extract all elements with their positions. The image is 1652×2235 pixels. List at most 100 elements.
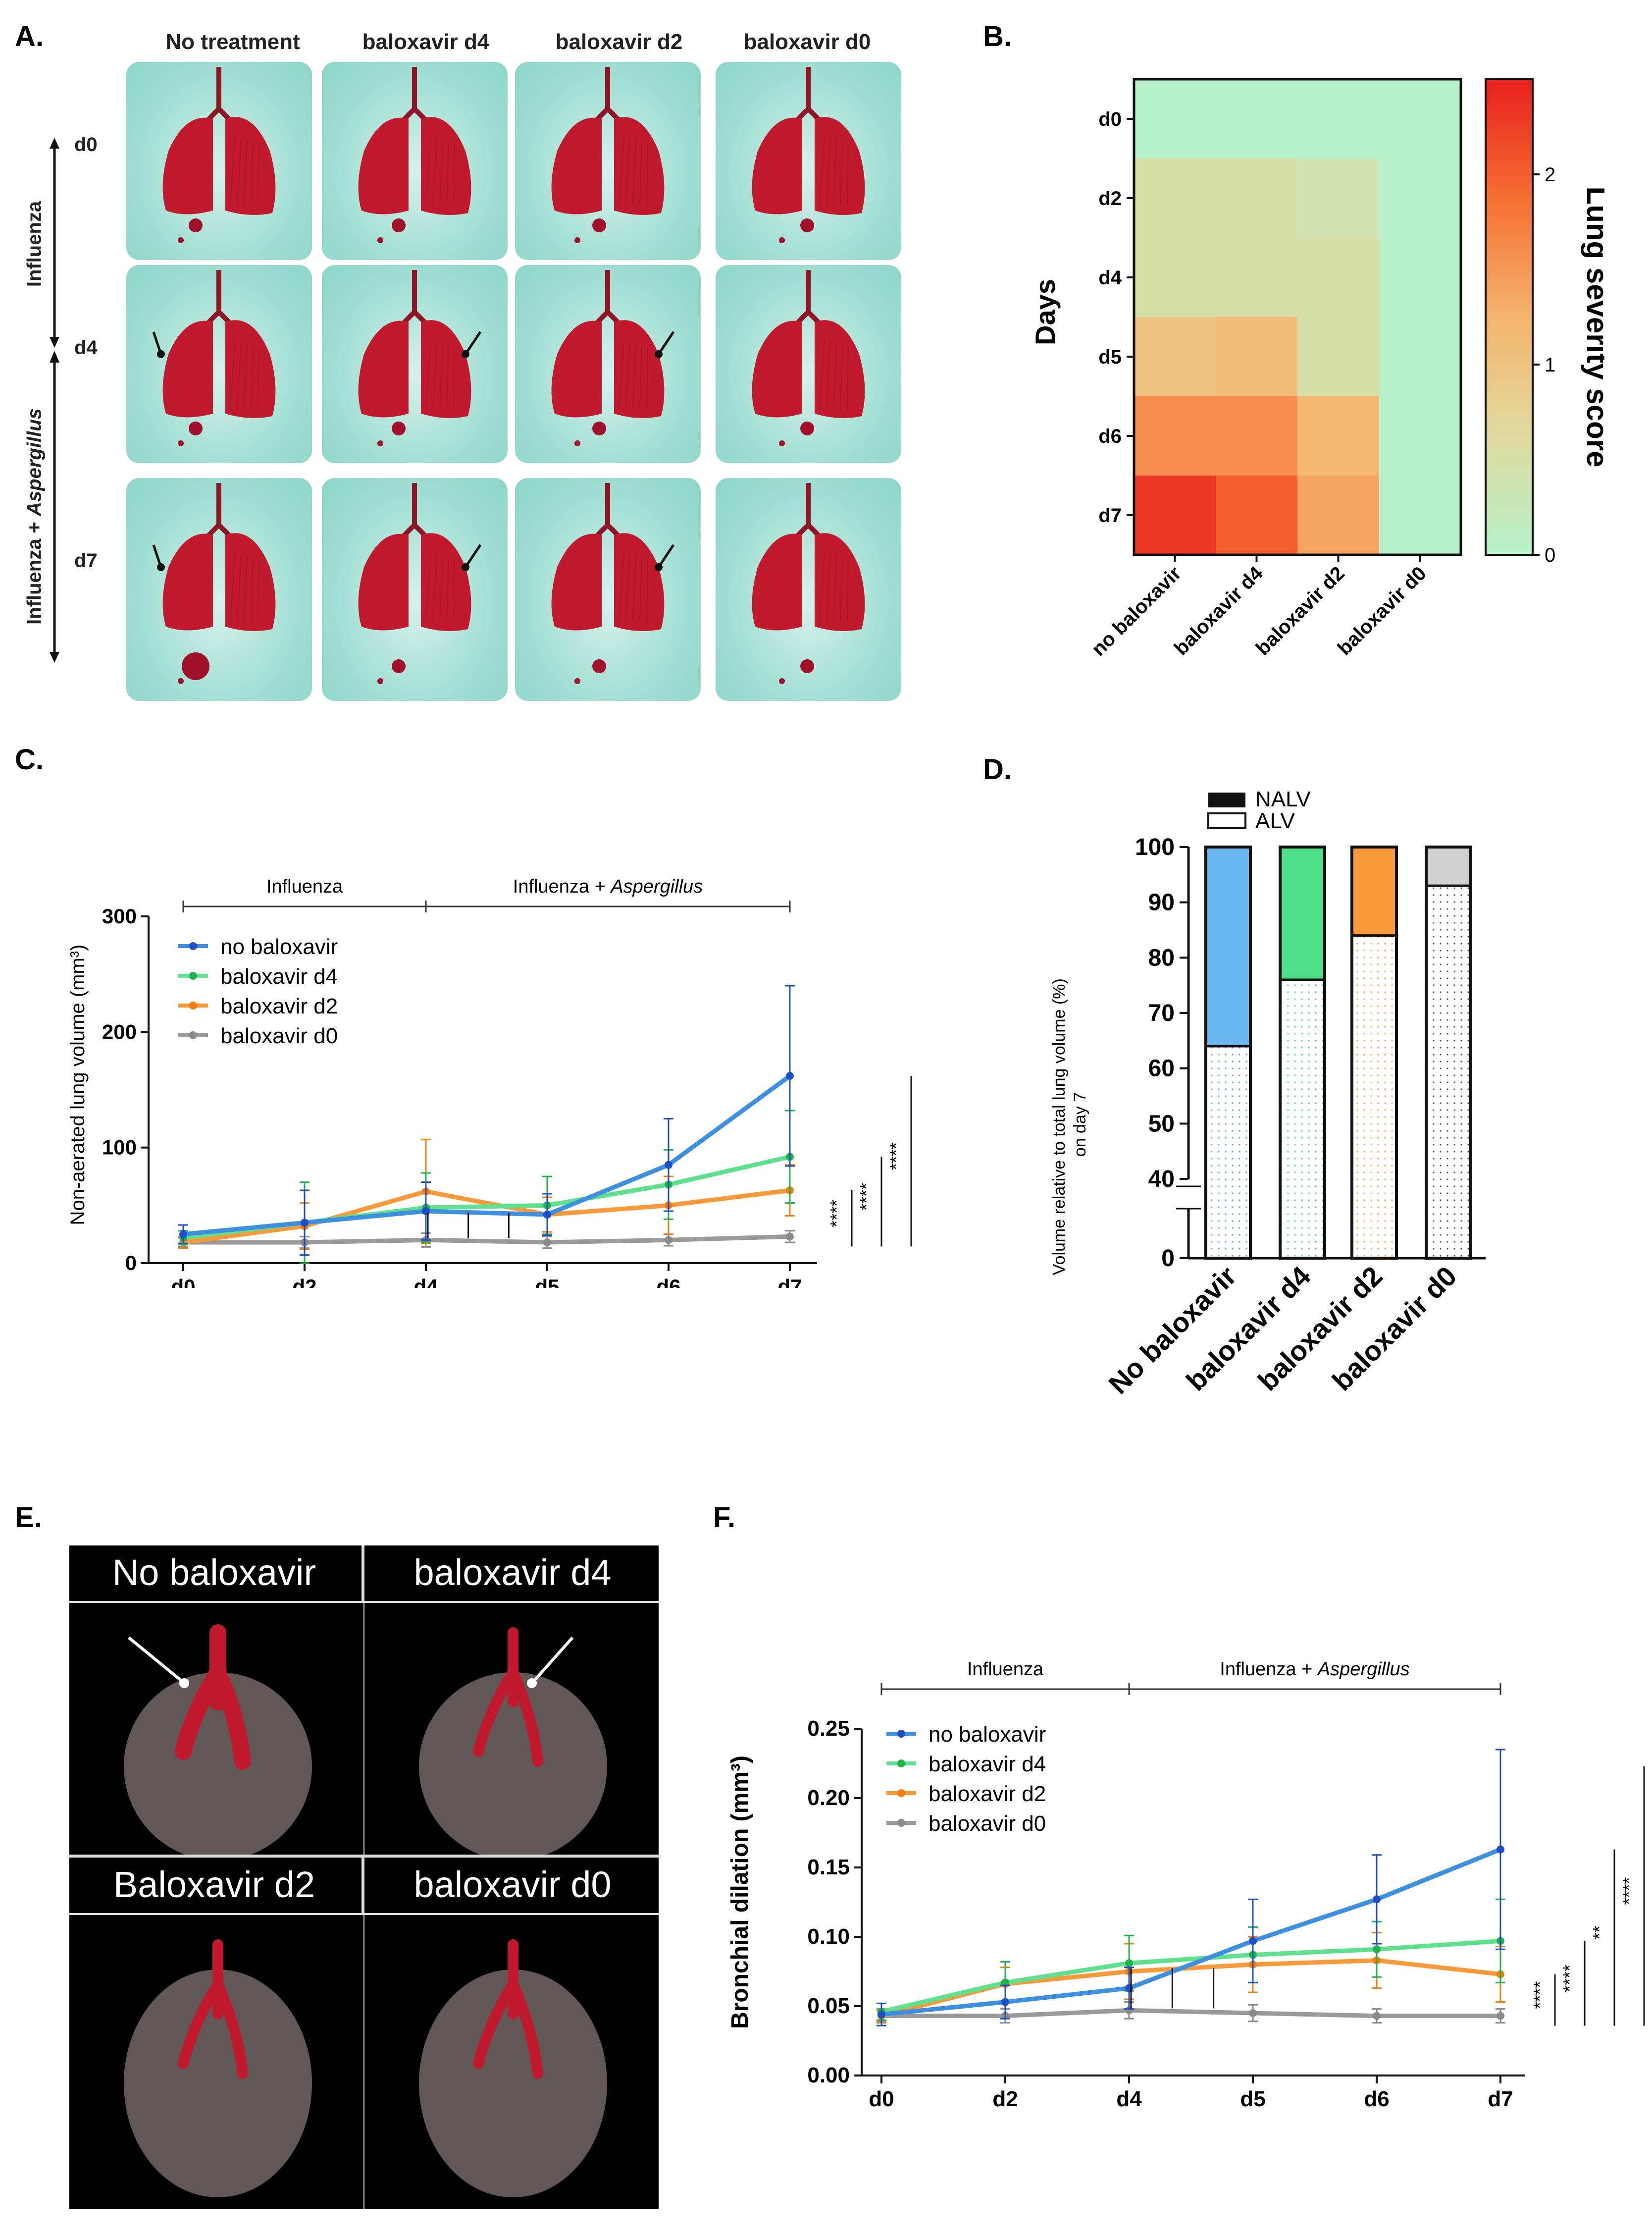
lung-render-r0-c2 <box>515 62 701 260</box>
d-y-tick-label: 100 <box>1135 834 1175 860</box>
lung-render-r1-c3 <box>716 265 901 463</box>
lung-texture-line <box>826 341 831 409</box>
panel-b-label: B. <box>983 20 1012 53</box>
legend-dot <box>897 1819 905 1827</box>
lesion-arrow-line <box>464 331 482 355</box>
data-point <box>1125 1959 1133 1968</box>
x-tick-label: d0 <box>869 2087 894 2111</box>
heat-row-label: d4 <box>1098 267 1122 289</box>
data-point <box>665 1236 672 1244</box>
lung-render-r1-c2 <box>515 265 701 463</box>
lung-svg <box>551 67 665 243</box>
lung-render-r0-c3 <box>716 62 901 260</box>
blood-spot <box>392 218 406 232</box>
heat-cell-d4-3 <box>1379 238 1461 317</box>
lung-texture-line <box>625 341 630 409</box>
ct-svg <box>419 1939 607 2197</box>
blood-spot-small <box>779 237 785 243</box>
x-tick-label: d4 <box>413 1275 438 1288</box>
heat-cell-d6-2 <box>1297 396 1379 476</box>
left-lung-shape <box>551 320 602 418</box>
lung-texture-line <box>237 138 242 206</box>
e-grid-hline-top <box>69 1601 659 1603</box>
lung-texture-line <box>646 144 648 206</box>
heat-col-label: no baloxavir <box>1087 562 1186 660</box>
blood-spot-small <box>574 440 580 446</box>
panel-f-chart: Bronchial dilation (mm³) 0.00 0.05 0.10 0.1… <box>727 1659 1645 2111</box>
lung-render-r1-c0 <box>126 265 312 463</box>
lung-silhouette <box>124 1672 312 1855</box>
lung-render-r0-c0 <box>126 62 312 260</box>
phase-influenza-label: Influenza <box>967 1659 1044 1680</box>
row-label-d0: d0 <box>74 134 98 156</box>
lung-texture-line <box>258 347 259 409</box>
colorbar <box>1485 78 1534 556</box>
lung-svg <box>152 270 276 446</box>
data-point <box>786 1072 794 1080</box>
lung-texture-line <box>432 138 437 206</box>
sig-right-star: **** <box>1530 1981 1550 2009</box>
lung-texture-line <box>258 560 259 622</box>
left-lung-shape <box>162 533 213 631</box>
x-tick-label: d2 <box>292 1275 316 1288</box>
lung-texture-line <box>237 341 242 409</box>
lung-texture-line <box>230 339 236 409</box>
phase-influenza-label: Influenza <box>266 876 343 897</box>
lung-texture-line <box>619 136 624 206</box>
bronchi-shape <box>473 1939 543 2079</box>
series-line-0 <box>881 1847 1501 2017</box>
heat-cell-d0-1 <box>1216 79 1297 159</box>
lesion-arrow-head <box>655 350 663 358</box>
lesion-arrow-head <box>462 350 469 358</box>
heat-cell-d4-2 <box>1297 238 1379 317</box>
left-lung-shape <box>551 533 602 631</box>
lung-texture-line <box>833 343 837 409</box>
lung-render-r2-c1 <box>322 478 508 701</box>
lung-texture-line <box>847 347 849 409</box>
lesion-arrow-head <box>157 563 165 571</box>
heat-cell-d6-0 <box>1134 396 1216 476</box>
heat-cell-d2-1 <box>1216 159 1297 238</box>
sig-right-star: ** <box>1589 1926 1609 1940</box>
data-point <box>1373 2012 1381 2020</box>
y-tick-label: 100 <box>102 1136 137 1159</box>
heat-cell-d5-1 <box>1216 317 1297 396</box>
col-title-no-treatment: No treatment <box>165 30 300 54</box>
y-tick-label: 0.15 <box>807 1855 850 1879</box>
legend-label: baloxavir d2 <box>929 1782 1046 1806</box>
lung-texture-line <box>625 554 630 622</box>
blood-spot-small <box>377 237 383 243</box>
phase-combo-italic: Aspergillus <box>610 876 703 897</box>
x-tick-label: d2 <box>992 2087 1018 2111</box>
heat-cell-d5-0 <box>1134 317 1216 396</box>
lung-silhouette <box>419 1672 607 1855</box>
panel-a-label: A. <box>15 20 44 53</box>
blood-spot <box>182 652 209 680</box>
lesion-arrow-line <box>657 331 675 355</box>
lung-texture-line <box>244 556 248 622</box>
d-ylabel: Volume relative to total lung volume (%)… <box>1050 974 1089 1276</box>
heat-row-label: d2 <box>1098 188 1122 210</box>
lung-svg <box>358 483 482 684</box>
lung-texture-line <box>847 144 849 206</box>
influenza-aspergillus-phase-label: Influenza + Aspergillus <box>23 408 46 625</box>
panel-f-label: F. <box>713 1501 736 1534</box>
bar-outline <box>1204 846 1252 1260</box>
data-point <box>1249 2009 1257 2017</box>
arrow-head <box>527 1678 537 1688</box>
blood-spot <box>392 422 406 435</box>
d-y-tick-label: 40 <box>1148 1166 1175 1192</box>
series-line-3 <box>183 1234 790 1245</box>
e-title-baloxavir-d2: Baloxavir d2 <box>69 1858 359 1912</box>
data-point <box>543 1238 551 1246</box>
lung-texture-line <box>432 341 437 409</box>
d-y-tick-label: 0 <box>1161 1245 1175 1272</box>
y-tick-label: 0.20 <box>807 1786 850 1810</box>
left-lung-shape <box>752 117 802 214</box>
blood-spot <box>592 659 606 673</box>
lung-texture-line <box>230 552 236 622</box>
lung-texture-line <box>230 136 236 206</box>
f-ylabel: Bronchial dilation (mm³) <box>727 1756 753 2029</box>
colorbar-tick-label: 2 <box>1545 164 1555 186</box>
heat-cell-d7-0 <box>1134 476 1216 555</box>
